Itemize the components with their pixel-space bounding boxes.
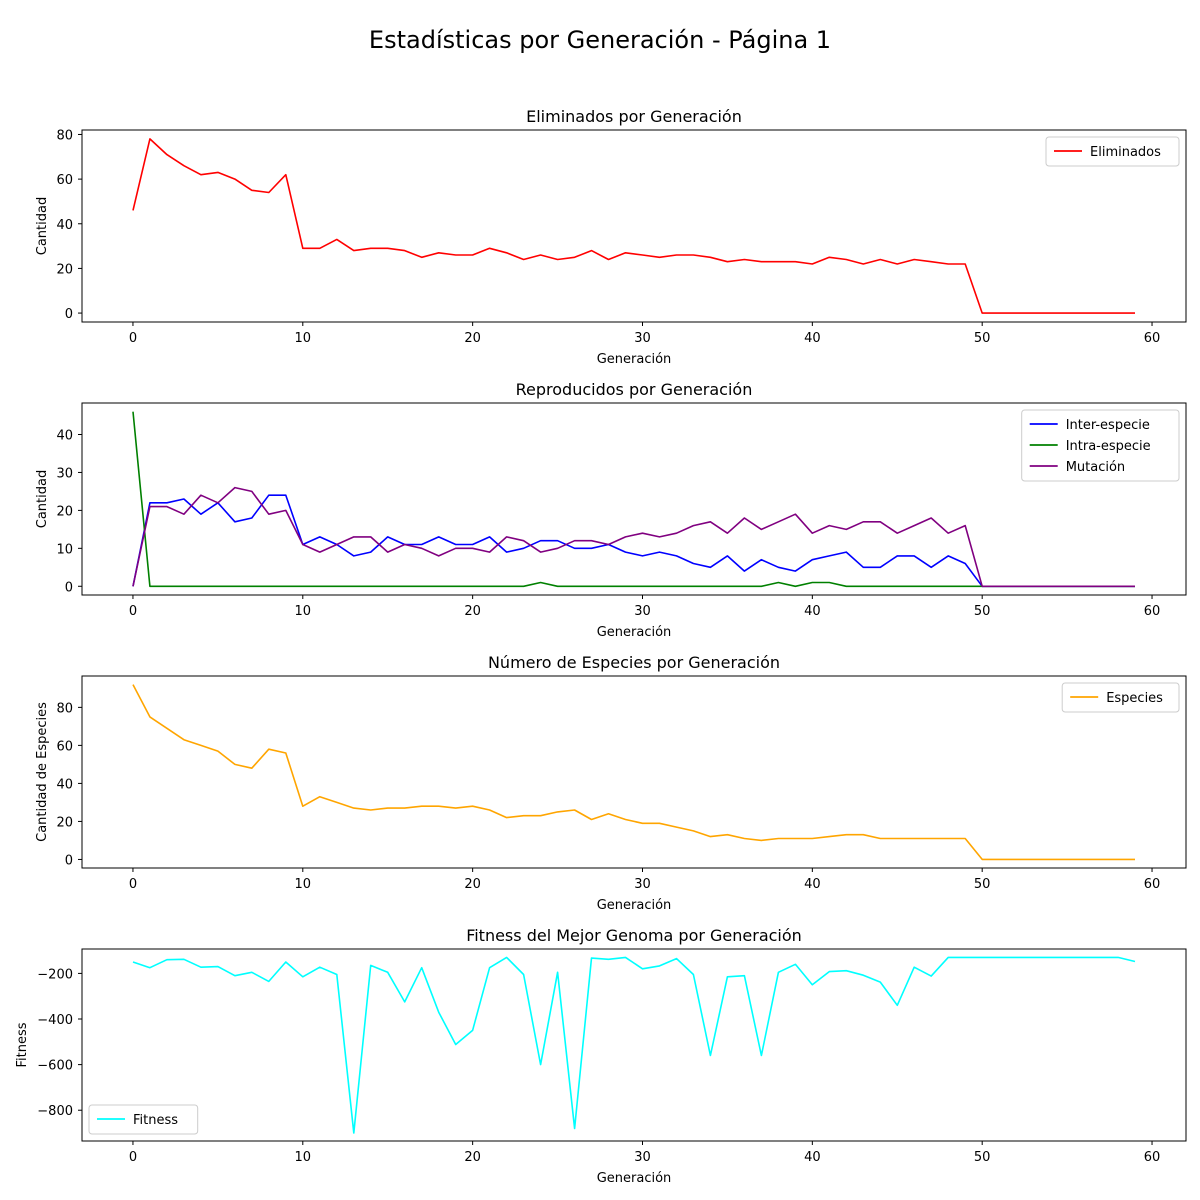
chart-title: Número de Especies por Generación [488,653,780,672]
y-tick-label: 40 [56,218,73,233]
x-tick-label: 20 [464,877,481,892]
chart-panel-3: Número de Especies por Generación 0 10 20 30… [35,653,1187,913]
x-axis-label: Generación [597,898,672,913]
x-tick-label: 10 [295,604,312,619]
chart-panel-4: Fitness del Mejor Genoma por Generación 0… [15,926,1187,1186]
legend-label: Mutación [1066,460,1125,475]
y-tick-label: 0 [65,307,73,322]
legend: Inter-especie Intra-especie Mutación [1021,409,1180,482]
legend-label: Inter-especie [1066,418,1150,433]
series-line-inter-especie [132,494,1135,588]
x-tick-label: 50 [974,604,991,619]
x-tick-label: 60 [1144,604,1161,619]
y-tick-label: 20 [56,504,73,519]
series-line-intra-especie [132,411,1135,588]
y-tick-label: 40 [56,777,73,792]
y-axis-label: Fitness [15,1022,30,1067]
x-tick-label: 10 [295,331,312,346]
legend-box [88,1104,199,1135]
x-tick-label: 0 [129,604,137,619]
x-axis-label: Generación [597,352,672,367]
y-tick-label: 80 [56,701,73,716]
x-tick-label: 40 [804,877,821,892]
legend-box [1021,409,1180,482]
y-tick-label: −200 [37,967,73,982]
series-line-eliminados [132,138,1135,314]
x-tick-label: 10 [295,877,312,892]
legend-label: Eliminados [1090,145,1161,160]
y-tick-label: 80 [56,128,73,143]
panels: Eliminados por Generación 0 10 20 30 40 50 60 0 2… [15,107,1187,1186]
legend: Eliminados [1045,136,1180,167]
y-tick-label: −400 [37,1013,73,1028]
chart-panel-1: Eliminados por Generación 0 10 20 30 40 50 60 0 2… [35,107,1187,367]
x-tick-label: 0 [129,1150,137,1165]
x-tick-label: 20 [464,604,481,619]
chart-title: Reproducidos por Generación [516,380,753,399]
series-line-especies [132,684,1135,861]
y-tick-label: −600 [37,1059,73,1074]
y-tick-label: 60 [56,739,73,754]
axes-frame [81,948,1187,1142]
x-tick-label: 30 [634,331,651,346]
y-tick-label: 0 [65,580,73,595]
x-tick-label: 60 [1144,1150,1161,1165]
axes-frame [81,129,1187,323]
y-tick-label: 30 [56,466,73,481]
y-axis-label: Cantidad de Especies [35,702,50,842]
legend-label: Especies [1106,691,1163,706]
axes-frame [81,402,1187,596]
y-tick-label: 40 [56,428,73,443]
legend-label: Intra-especie [1066,439,1151,454]
chart-title: Eliminados por Generación [526,107,742,126]
x-tick-label: 30 [634,1150,651,1165]
figure-suptitle: Estadísticas por Generación - Página 1 [369,26,831,54]
y-tick-label: 60 [56,173,73,188]
axes-frame [81,675,1187,869]
x-tick-label: 20 [464,1150,481,1165]
x-tick-label: 40 [804,604,821,619]
x-tick-label: 50 [974,877,991,892]
x-tick-label: 20 [464,331,481,346]
x-tick-label: 40 [804,331,821,346]
legend: Especies [1061,682,1180,713]
legend: Fitness [88,1104,199,1135]
x-tick-label: 60 [1144,331,1161,346]
x-tick-label: 10 [295,1150,312,1165]
x-tick-label: 50 [974,1150,991,1165]
y-axis-label: Cantidad [35,470,50,528]
x-tick-label: 0 [129,877,137,892]
y-tick-label: 20 [56,815,73,830]
x-tick-label: 50 [974,331,991,346]
chart-title: Fitness del Mejor Genoma por Generación [466,926,802,945]
x-axis-label: Generación [597,625,672,640]
chart-panel-2: Reproducidos por Generación 0 10 20 30 40 50 60… [35,380,1187,640]
series-line-mutaci-n [132,486,1135,588]
x-tick-label: 40 [804,1150,821,1165]
x-tick-label: 60 [1144,877,1161,892]
x-tick-label: 30 [634,877,651,892]
x-axis-label: Generación [597,1171,672,1186]
y-axis-label: Cantidad [35,197,50,255]
y-tick-label: 0 [65,853,73,868]
y-tick-label: 20 [56,262,73,277]
legend-box [1061,682,1180,713]
y-tick-label: 10 [56,542,73,557]
legend-box [1045,136,1180,167]
legend-label: Fitness [133,1113,178,1128]
series-line-fitness [132,956,1136,1134]
x-tick-label: 0 [129,331,137,346]
y-tick-label: −800 [37,1104,73,1119]
x-tick-label: 30 [634,604,651,619]
